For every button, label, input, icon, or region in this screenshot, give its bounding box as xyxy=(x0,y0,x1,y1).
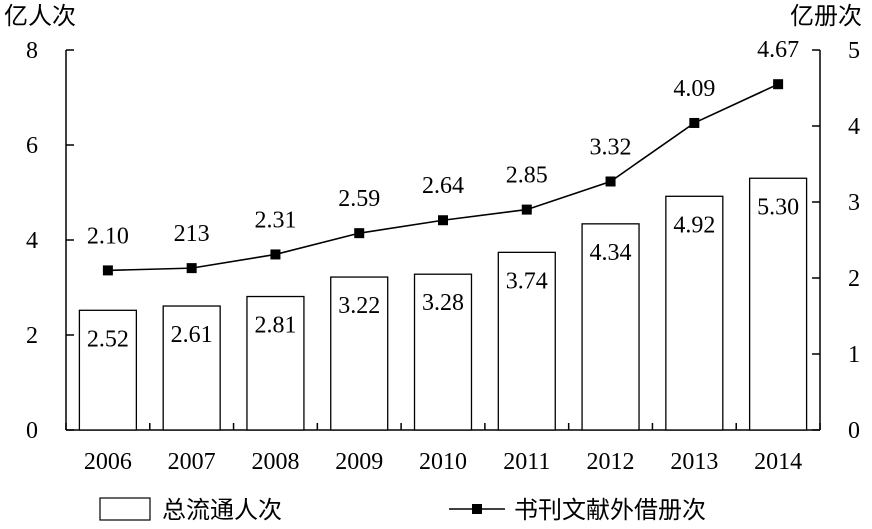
bar-value-label: 4.34 xyxy=(590,240,632,266)
line-value-label: 2.31 xyxy=(254,207,296,233)
left-tick-label: 6 xyxy=(26,133,38,159)
right-tick-label: 1 xyxy=(848,342,860,368)
right-tick-label: 5 xyxy=(848,38,860,64)
line-value-label: 4.09 xyxy=(673,76,715,102)
right-tick-label: 2 xyxy=(848,266,860,292)
left-axis-unit: 亿人次 xyxy=(4,2,76,30)
bar-value-label: 3.74 xyxy=(506,268,548,294)
line-value-label: 3.32 xyxy=(590,134,632,160)
bar-value-label: 3.28 xyxy=(422,290,464,316)
x-tick-label: 2007 xyxy=(168,449,216,475)
line-value-label: 2.64 xyxy=(422,173,464,199)
line-point xyxy=(186,263,197,274)
x-tick-label: 2011 xyxy=(503,449,550,475)
line-point xyxy=(689,117,700,128)
bar-value-label: 2.81 xyxy=(254,313,296,339)
line-point xyxy=(270,249,281,260)
legend-bar-label: 总流通人次 xyxy=(162,496,282,524)
line-value-label: 2.85 xyxy=(506,163,548,189)
line-point xyxy=(521,204,532,215)
x-tick-label: 2012 xyxy=(587,449,635,475)
right-axis-unit: 亿册次 xyxy=(790,2,862,30)
bar-value-label: 2.61 xyxy=(171,322,213,348)
bar xyxy=(748,177,808,431)
bar xyxy=(246,295,305,431)
bar-value-label: 3.22 xyxy=(338,293,380,319)
bar xyxy=(413,273,473,431)
x-tick-label: 2009 xyxy=(335,449,383,475)
right-tick-label: 3 xyxy=(848,190,860,216)
legend-bar-swatch xyxy=(99,497,151,521)
line-value-label: 2.10 xyxy=(87,223,129,249)
line-point xyxy=(438,215,448,226)
line-point xyxy=(605,176,616,187)
line-value-label: 4.67 xyxy=(757,37,799,63)
line-point xyxy=(773,79,784,90)
line-value-label: 2.59 xyxy=(338,186,380,212)
x-tick-label: 2008 xyxy=(251,449,299,475)
line-value-label: 213 xyxy=(174,221,210,247)
line-point xyxy=(102,265,113,276)
bar xyxy=(581,223,640,431)
legend-line-label: 书刊文献外借册次 xyxy=(514,496,706,524)
bar xyxy=(665,195,724,431)
left-tick-label: 8 xyxy=(26,38,38,64)
line-point xyxy=(354,228,365,239)
left-tick-label: 4 xyxy=(26,228,38,254)
right-tick-label: 4 xyxy=(848,114,860,140)
right-tick-label: 0 xyxy=(848,418,860,444)
x-tick-label: 2006 xyxy=(84,449,132,475)
bar-value-label: 2.52 xyxy=(87,326,129,352)
x-tick-label: 2010 xyxy=(419,449,467,475)
legend: 总流通人次 书刊文献外借册次 xyxy=(99,496,706,524)
left-tick-label: 0 xyxy=(26,418,38,444)
legend-line-marker xyxy=(472,504,482,514)
x-tick-label: 2013 xyxy=(670,449,718,475)
x-tick-label: 2014 xyxy=(754,449,802,475)
bar-value-label: 5.30 xyxy=(757,194,799,220)
bar xyxy=(497,251,556,431)
bar xyxy=(162,305,221,431)
left-tick-label: 2 xyxy=(26,323,38,349)
bar xyxy=(330,276,389,431)
bar xyxy=(78,309,138,431)
bar-value-label: 4.92 xyxy=(673,212,715,238)
